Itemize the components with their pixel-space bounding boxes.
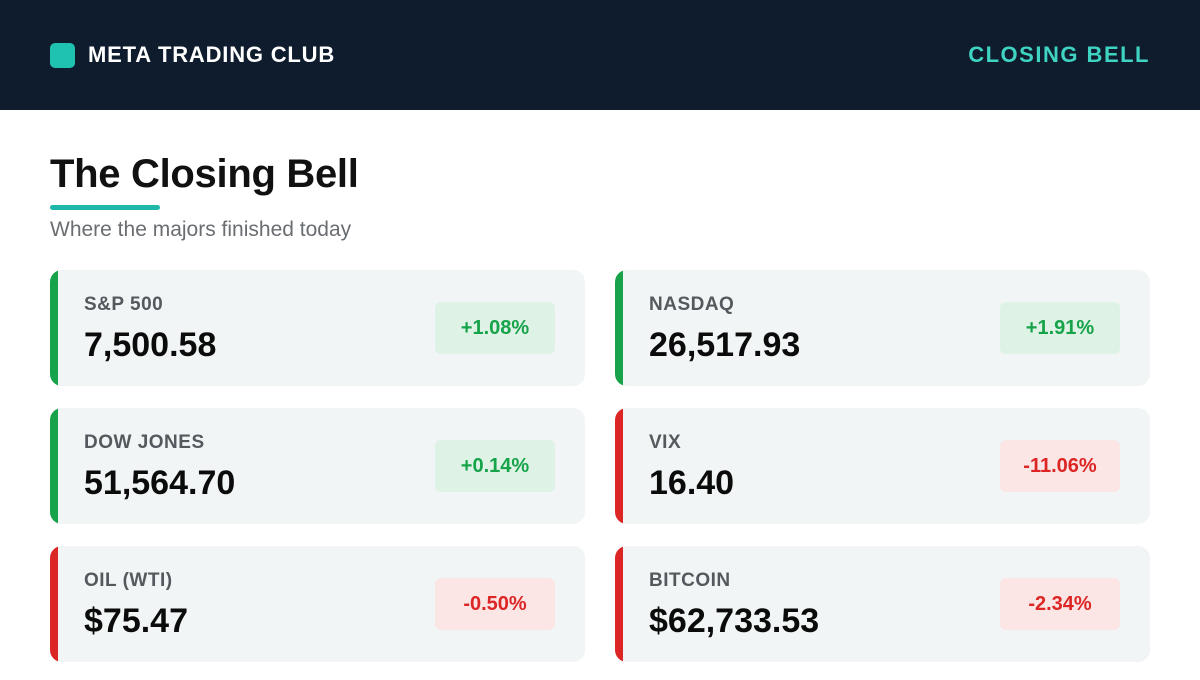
top-bar: META TRADING CLUB CLOSING BELL — [0, 0, 1200, 110]
page-title: The Closing Bell — [50, 152, 359, 196]
change-badge: -0.50% — [435, 578, 555, 630]
change-badge: -11.06% — [1000, 440, 1120, 492]
page-subtitle: Where the majors finished today — [50, 218, 352, 241]
market-card-dow-jones[interactable]: DOW JONES 51,564.70 +0.14% — [50, 408, 585, 524]
title-underline — [50, 205, 160, 210]
market-value: 26,517.93 — [649, 326, 801, 364]
section-tag: CLOSING BELL — [968, 42, 1150, 67]
change-badge: +1.91% — [1000, 302, 1120, 354]
logo-icon — [50, 42, 75, 68]
market-value: $62,733.53 — [649, 602, 820, 640]
brand[interactable]: META TRADING CLUB — [50, 42, 335, 68]
market-card-oil-wti[interactable]: OIL (WTI) $75.47 -0.50% — [50, 546, 585, 662]
market-value: $75.47 — [84, 602, 188, 640]
card-accent-bar — [50, 270, 58, 386]
market-name: NASDAQ — [649, 294, 735, 315]
card-accent-bar — [615, 408, 623, 524]
change-badge: +0.14% — [435, 440, 555, 492]
change-badge: -2.34% — [1000, 578, 1120, 630]
card-accent-bar — [50, 408, 58, 524]
brand-name: META TRADING CLUB — [88, 42, 336, 67]
market-card-sp500[interactable]: S&P 500 7,500.58 +1.08% — [50, 270, 585, 386]
market-name: BITCOIN — [649, 570, 731, 591]
market-name: DOW JONES — [84, 432, 205, 453]
market-value: 51,564.70 — [84, 464, 236, 502]
change-badge: +1.08% — [435, 302, 555, 354]
market-name: S&P 500 — [84, 294, 164, 315]
card-accent-bar — [615, 546, 623, 662]
market-card-vix[interactable]: VIX 16.40 -11.06% — [615, 408, 1150, 524]
card-accent-bar — [615, 270, 623, 386]
market-card-bitcoin[interactable]: BITCOIN $62,733.53 -2.34% — [615, 546, 1150, 662]
market-name: OIL (WTI) — [84, 570, 173, 591]
market-card-nasdaq[interactable]: NASDAQ 26,517.93 +1.91% — [615, 270, 1150, 386]
market-name: VIX — [649, 432, 682, 453]
market-value: 16.40 — [649, 464, 735, 502]
card-accent-bar — [50, 546, 58, 662]
market-value: 7,500.58 — [84, 326, 217, 364]
